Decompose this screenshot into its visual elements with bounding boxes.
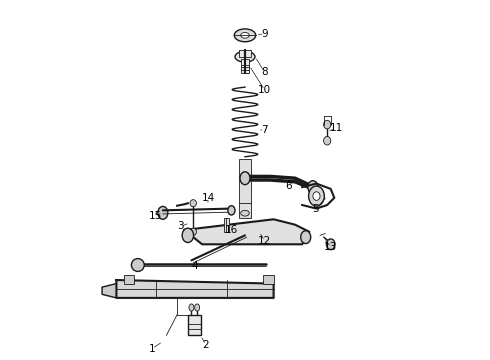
Ellipse shape [241, 210, 249, 216]
Text: 13: 13 [324, 242, 337, 252]
Text: 10: 10 [258, 85, 271, 95]
Text: 1: 1 [149, 343, 155, 354]
Text: 5: 5 [313, 204, 319, 214]
Ellipse shape [235, 51, 255, 62]
Ellipse shape [326, 239, 335, 249]
Ellipse shape [195, 304, 199, 311]
Text: 15: 15 [148, 211, 162, 221]
Ellipse shape [190, 200, 196, 207]
Ellipse shape [309, 186, 324, 206]
Bar [239, 50, 251, 57]
Ellipse shape [234, 29, 256, 42]
Text: 6: 6 [285, 181, 292, 192]
Bar [123, 275, 134, 284]
Ellipse shape [241, 32, 249, 38]
Ellipse shape [323, 120, 331, 129]
Ellipse shape [228, 206, 235, 215]
Text: 12: 12 [258, 236, 271, 246]
Polygon shape [184, 219, 309, 244]
Text: 16: 16 [225, 225, 238, 235]
Text: 14: 14 [202, 193, 215, 203]
Text: 11: 11 [329, 123, 343, 133]
Bar [241, 59, 249, 73]
Ellipse shape [313, 192, 320, 201]
Text: 4: 4 [192, 261, 198, 271]
Text: 8: 8 [261, 67, 268, 77]
Text: 3: 3 [177, 221, 184, 231]
Bar [223, 217, 229, 232]
Polygon shape [102, 284, 117, 298]
Bar [188, 315, 201, 336]
Ellipse shape [189, 304, 194, 311]
Ellipse shape [131, 258, 144, 271]
Bar [239, 158, 251, 217]
Ellipse shape [323, 136, 331, 145]
Bar [263, 275, 273, 284]
Ellipse shape [182, 228, 194, 243]
Text: 7: 7 [261, 125, 268, 135]
Polygon shape [117, 280, 273, 298]
Ellipse shape [190, 228, 196, 235]
Text: 9: 9 [261, 28, 268, 39]
Text: 2: 2 [202, 340, 209, 350]
Ellipse shape [308, 181, 318, 194]
Ellipse shape [240, 172, 250, 185]
Ellipse shape [158, 206, 168, 219]
Ellipse shape [301, 231, 311, 244]
